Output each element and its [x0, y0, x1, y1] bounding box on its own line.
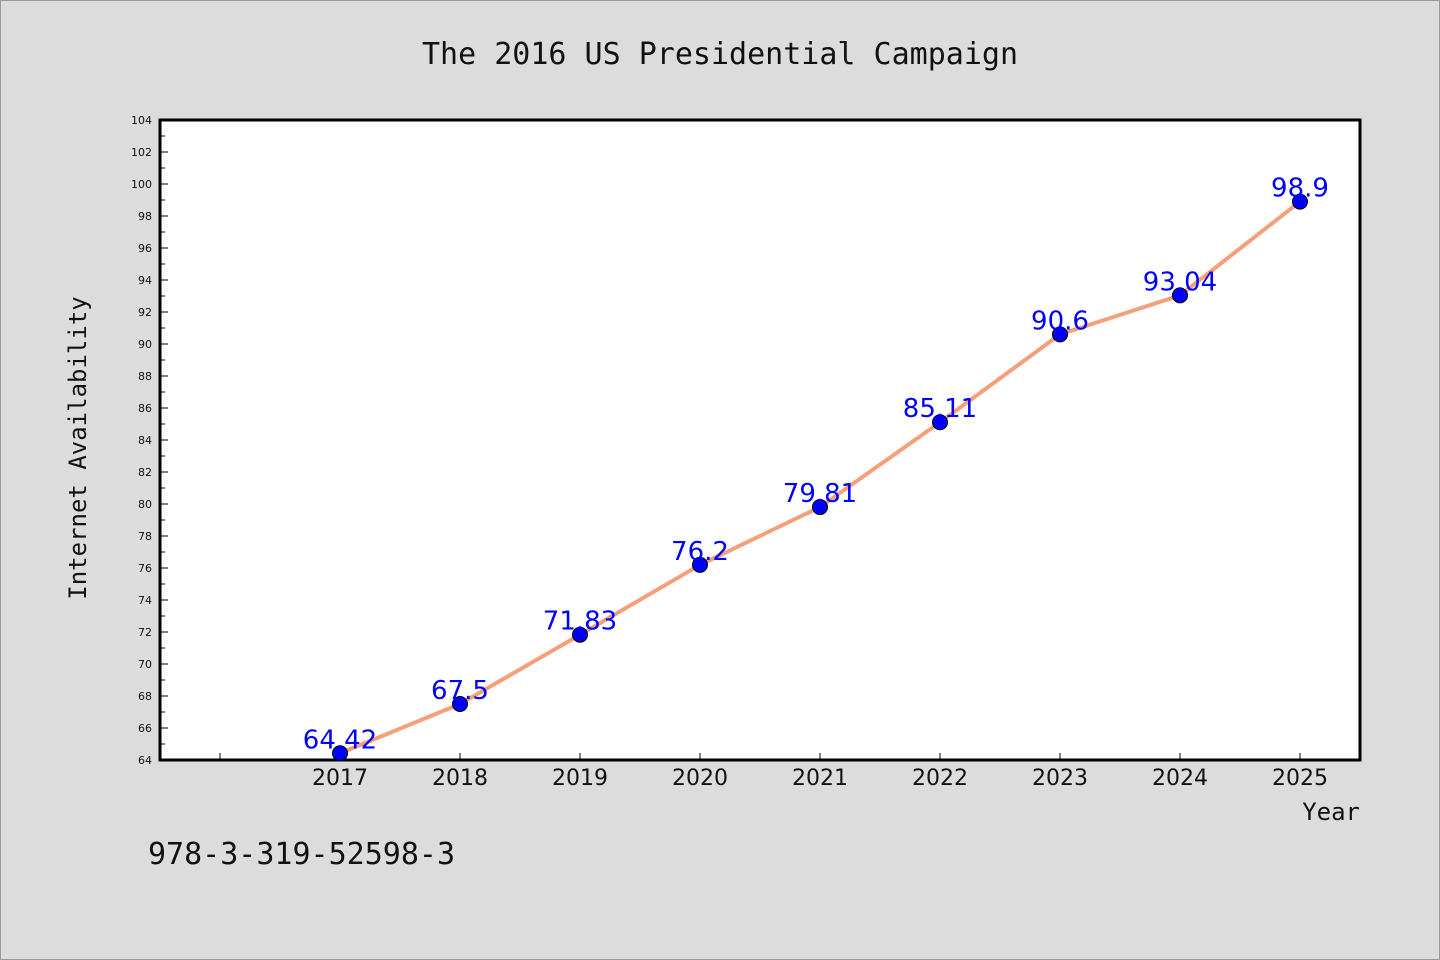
- y-tick-label: 78: [138, 530, 152, 543]
- y-tick-label: 98: [138, 210, 152, 223]
- y-tick-label: 70: [138, 658, 152, 671]
- plot-area: [158, 118, 1362, 762]
- y-tick-label: 66: [138, 722, 152, 735]
- y-tick-label: 104: [131, 114, 152, 127]
- y-tick-label: 86: [138, 402, 152, 415]
- x-tick-label: 2017: [312, 766, 368, 791]
- data-label: 64.42: [303, 725, 377, 755]
- data-point: [1292, 193, 1308, 210]
- x-tick-label: 2022: [912, 766, 968, 791]
- x-tick-label: 2025: [1272, 766, 1328, 791]
- data-point: [1172, 287, 1188, 304]
- data-label: 85.11: [903, 394, 977, 424]
- x-tick-label: 2020: [672, 766, 728, 791]
- data-labels: 64.42 67.5 71.83 76.2 79.81 85.11 90.6 93.04 98.…: [303, 174, 1329, 756]
- y-tick-label: 68: [138, 690, 152, 703]
- x-axis-ticks: 2017 2018 2019 2020 2021 2022 2023 2024 2025: [219, 753, 1328, 791]
- data-label: 71.83: [543, 607, 617, 637]
- data-point: [812, 499, 828, 516]
- data-label: 79.81: [783, 479, 857, 509]
- data-point: [692, 556, 708, 573]
- y-tick-label: 82: [138, 466, 152, 479]
- y-tick-label: 72: [138, 626, 152, 639]
- data-label: 93.04: [1143, 267, 1217, 297]
- y-tick-label: 74: [138, 594, 152, 607]
- footer-isbn: 978-3-319-52598-3: [148, 837, 455, 872]
- x-tick-label: 2021: [792, 766, 848, 791]
- y-tick-label: 80: [138, 498, 152, 511]
- x-axis-label: Year: [1302, 798, 1360, 826]
- data-point: [1052, 326, 1068, 343]
- y-axis-label: Internet Availability: [64, 296, 92, 599]
- x-tick-label: 2018: [432, 766, 488, 791]
- data-point: [332, 745, 348, 762]
- data-label: 98.9: [1271, 174, 1329, 204]
- data-label: 76.2: [671, 537, 729, 567]
- data-label: 67.5: [431, 676, 489, 706]
- x-tick-label: 2024: [1152, 766, 1208, 791]
- y-tick-label: 92: [138, 306, 152, 319]
- data-label: 90.6: [1031, 306, 1089, 336]
- data-point: [452, 696, 468, 712]
- y-tick-label: 102: [131, 146, 152, 159]
- data-point: [572, 626, 588, 643]
- y-tick-label: 90: [138, 338, 152, 351]
- y-axis-ticks: 64 66 68 70 72 74 76 78 80 82 84 86 88 90 92 94 96 98 100 1…: [131, 114, 168, 767]
- y-tick-label: 100: [131, 178, 152, 191]
- x-tick-label: 2023: [1032, 766, 1088, 791]
- y-tick-label: 76: [138, 562, 152, 575]
- chart-title: The 2016 US Presidential Campaign: [422, 37, 1018, 72]
- y-tick-label: 96: [138, 242, 152, 255]
- y-tick-label: 84: [138, 434, 152, 447]
- data-point: [932, 414, 948, 431]
- y-tick-label: 88: [138, 370, 152, 383]
- x-tick-label: 2019: [552, 766, 608, 791]
- y-tick-label: 64: [138, 754, 152, 767]
- series-markers: [332, 193, 1308, 762]
- y-tick-label: 94: [138, 274, 152, 287]
